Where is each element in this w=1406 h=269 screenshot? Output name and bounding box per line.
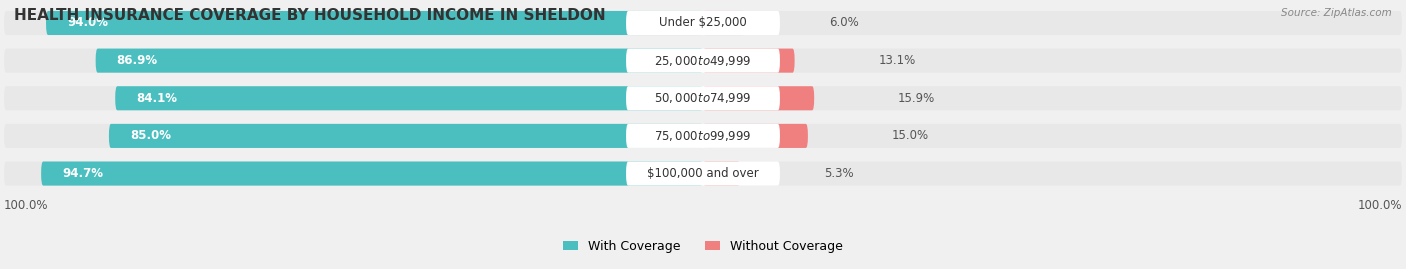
FancyBboxPatch shape <box>4 124 1402 148</box>
FancyBboxPatch shape <box>626 124 780 148</box>
FancyBboxPatch shape <box>4 161 1402 186</box>
FancyBboxPatch shape <box>703 124 808 148</box>
Text: $50,000 to $74,999: $50,000 to $74,999 <box>654 91 752 105</box>
Text: 86.9%: 86.9% <box>117 54 157 67</box>
FancyBboxPatch shape <box>626 86 780 110</box>
FancyBboxPatch shape <box>115 86 703 110</box>
Text: $25,000 to $49,999: $25,000 to $49,999 <box>654 54 752 68</box>
Text: 94.0%: 94.0% <box>67 16 108 30</box>
Text: 5.3%: 5.3% <box>824 167 853 180</box>
FancyBboxPatch shape <box>96 49 703 73</box>
Text: 15.9%: 15.9% <box>898 92 935 105</box>
Text: 100.0%: 100.0% <box>1357 199 1402 212</box>
Text: 84.1%: 84.1% <box>136 92 177 105</box>
Text: 94.7%: 94.7% <box>62 167 103 180</box>
FancyBboxPatch shape <box>108 124 703 148</box>
FancyBboxPatch shape <box>4 11 1402 35</box>
Text: $75,000 to $99,999: $75,000 to $99,999 <box>654 129 752 143</box>
FancyBboxPatch shape <box>626 161 780 186</box>
FancyBboxPatch shape <box>703 86 814 110</box>
Legend: With Coverage, Without Coverage: With Coverage, Without Coverage <box>558 235 848 258</box>
Text: Under $25,000: Under $25,000 <box>659 16 747 30</box>
Text: Source: ZipAtlas.com: Source: ZipAtlas.com <box>1281 8 1392 18</box>
FancyBboxPatch shape <box>4 49 1402 73</box>
FancyBboxPatch shape <box>703 161 740 186</box>
FancyBboxPatch shape <box>46 11 703 35</box>
FancyBboxPatch shape <box>703 11 745 35</box>
FancyBboxPatch shape <box>4 86 1402 110</box>
Text: 100.0%: 100.0% <box>4 199 49 212</box>
FancyBboxPatch shape <box>626 49 780 73</box>
Text: 13.1%: 13.1% <box>879 54 915 67</box>
Text: 15.0%: 15.0% <box>891 129 929 142</box>
Text: HEALTH INSURANCE COVERAGE BY HOUSEHOLD INCOME IN SHELDON: HEALTH INSURANCE COVERAGE BY HOUSEHOLD I… <box>14 8 606 23</box>
FancyBboxPatch shape <box>41 161 703 186</box>
Text: 85.0%: 85.0% <box>129 129 172 142</box>
FancyBboxPatch shape <box>703 49 794 73</box>
Text: 6.0%: 6.0% <box>828 16 859 30</box>
Text: $100,000 and over: $100,000 and over <box>647 167 759 180</box>
FancyBboxPatch shape <box>626 11 780 35</box>
